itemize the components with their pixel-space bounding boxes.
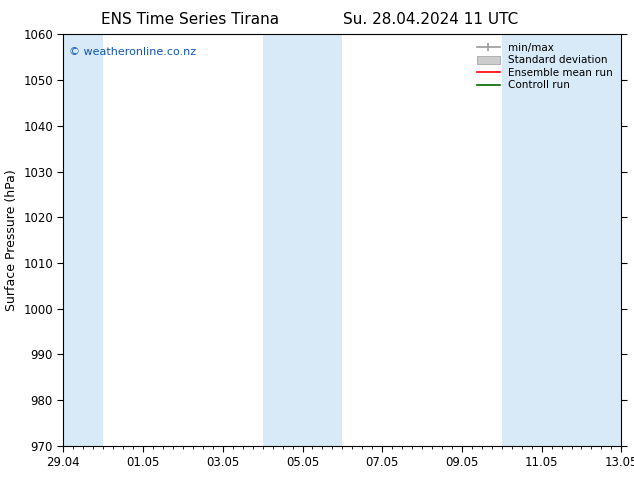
- Bar: [262, 34, 342, 446]
- Text: ENS Time Series Tirana: ENS Time Series Tirana: [101, 12, 279, 27]
- Bar: [501, 34, 623, 446]
- Text: Su. 28.04.2024 11 UTC: Su. 28.04.2024 11 UTC: [344, 12, 519, 27]
- Y-axis label: Surface Pressure (hPa): Surface Pressure (hPa): [4, 169, 18, 311]
- Text: © weatheronline.co.nz: © weatheronline.co.nz: [69, 47, 196, 57]
- Legend: min/max, Standard deviation, Ensemble mean run, Controll run: min/max, Standard deviation, Ensemble me…: [474, 40, 616, 94]
- Bar: [61, 34, 103, 446]
